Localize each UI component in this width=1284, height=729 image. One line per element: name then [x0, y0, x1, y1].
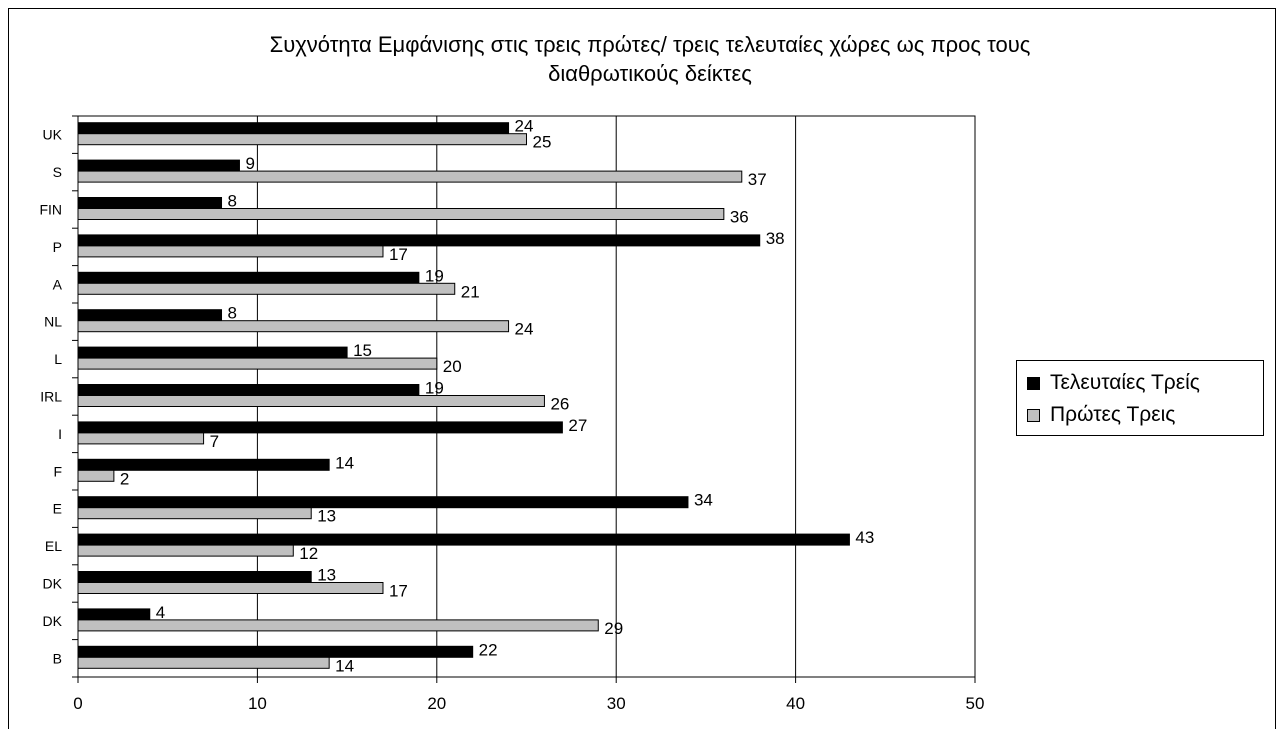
- data-label-11-series-1: 34: [694, 491, 713, 510]
- data-label-15-series-1: 22: [479, 640, 498, 659]
- bar-b-15-series-1: [77, 645, 474, 658]
- data-label-3-series-2: 36: [730, 208, 749, 227]
- data-label-12-series-2: 12: [299, 544, 318, 563]
- bar-p-4-series-2: [77, 245, 384, 258]
- y-category-label-11: E: [53, 501, 62, 517]
- data-label-1-series-2: 25: [533, 133, 552, 152]
- data-label-1-series-1: 24: [515, 117, 534, 136]
- data-label-7-series-1: 15: [353, 341, 372, 360]
- y-category-label-14: DK: [43, 613, 63, 629]
- bar-l-7-series-1: [77, 346, 348, 359]
- x-tick-label-20: 20: [427, 694, 446, 713]
- data-label-4-series-1: 38: [766, 229, 785, 248]
- x-tick-label-10: 10: [248, 694, 267, 713]
- data-label-6-series-1: 8: [228, 304, 237, 323]
- legend-swatch-series-2: [1027, 408, 1040, 422]
- bar-l-7-series-2: [77, 357, 438, 370]
- chart-title: Συχνότητα Εμφάνισης στις τρεις πρώτες/ τ…: [269, 32, 1031, 86]
- bar-el-12-series-1: [77, 533, 850, 546]
- data-label-6-series-2: 24: [515, 320, 534, 339]
- bar-fin-3-series-2: [77, 208, 725, 220]
- y-category-label-4: P: [53, 239, 62, 255]
- data-label-7-series-2: 20: [443, 357, 462, 376]
- bar-e-11-series-2: [77, 507, 312, 520]
- data-label-9-series-1: 27: [568, 416, 587, 435]
- data-label-8-series-2: 26: [550, 395, 569, 414]
- data-label-4-series-2: 17: [389, 245, 408, 264]
- y-category-label-13: DK: [43, 576, 63, 592]
- bar-dk-14-series-2: [77, 619, 599, 632]
- data-label-12-series-1: 43: [855, 528, 874, 547]
- legend-label-series-1: Τελευταίες Τρείς: [1050, 371, 1200, 394]
- data-label-13-series-2: 17: [389, 582, 408, 601]
- y-category-label-7: L: [54, 351, 62, 367]
- data-label-10-series-2: 2: [120, 469, 129, 488]
- bar-a-5-series-2: [77, 282, 456, 295]
- y-category-label-8: IRL: [40, 389, 62, 405]
- x-tick-label-30: 30: [607, 694, 626, 713]
- x-tick-label-50: 50: [966, 694, 985, 713]
- y-category-label-9: I: [58, 426, 62, 442]
- data-label-11-series-2: 13: [317, 507, 336, 526]
- y-category-label-5: A: [53, 276, 63, 292]
- bar-irl-8-series-1: [77, 384, 420, 396]
- bar-i-9-series-2: [77, 432, 205, 445]
- data-label-2-series-1: 9: [245, 154, 254, 173]
- bar-irl-8-series-2: [77, 395, 545, 407]
- data-label-13-series-1: 13: [317, 566, 336, 585]
- y-category-label-3: FIN: [39, 202, 62, 218]
- y-category-label-1: UK: [43, 127, 63, 143]
- bar-uk-1-series-1: [77, 122, 510, 135]
- data-label-9-series-2: 7: [210, 432, 219, 451]
- x-tick-label-0: 0: [73, 694, 82, 713]
- bar-s-2-series-2: [77, 170, 743, 183]
- bar-p-4-series-1: [77, 234, 761, 247]
- bar-dk-13-series-1: [77, 571, 312, 583]
- data-label-2-series-2: 37: [748, 170, 767, 189]
- data-label-5-series-2: 21: [461, 282, 480, 301]
- data-label-14-series-1: 4: [156, 603, 165, 622]
- y-category-label-15: B: [53, 650, 62, 666]
- bar-b-15-series-2: [77, 656, 330, 669]
- legend-item-series-1: Τελευταίες Τρείς: [1027, 369, 1200, 397]
- bar-s-2-series-1: [77, 159, 240, 172]
- bar-f-10-series-1: [77, 458, 330, 471]
- bar-a-5-series-1: [77, 271, 420, 284]
- bar-el-12-series-2: [77, 544, 294, 557]
- legend-label-series-2: Πρώτες Τρεις: [1050, 403, 1176, 426]
- data-label-3-series-1: 8: [228, 192, 237, 211]
- data-label-14-series-2: 29: [604, 619, 623, 638]
- bar-i-9-series-1: [77, 421, 563, 434]
- bar-nl-6-series-1: [77, 309, 223, 322]
- bar-e-11-series-1: [77, 496, 689, 509]
- bar-f-10-series-2: [77, 469, 115, 482]
- y-category-label-12: EL: [45, 538, 62, 554]
- data-label-5-series-1: 19: [425, 266, 444, 285]
- bar-uk-1-series-2: [77, 133, 527, 146]
- data-label-15-series-2: 14: [335, 656, 354, 675]
- y-category-label-2: S: [53, 164, 62, 180]
- legend: Τελευταίες Τρείς Πρώτες Τρεις: [1016, 360, 1264, 436]
- y-category-label-6: NL: [44, 314, 62, 330]
- data-label-8-series-1: 19: [425, 379, 444, 398]
- x-tick-label-40: 40: [786, 694, 805, 713]
- bar-dk-14-series-1: [77, 608, 151, 621]
- legend-item-series-2: Πρώτες Τρεις: [1027, 401, 1175, 429]
- y-category-label-10: F: [53, 463, 62, 479]
- bar-fin-3-series-1: [77, 197, 223, 209]
- legend-swatch-series-1: [1027, 376, 1040, 390]
- chart-frame: [8, 8, 1276, 729]
- bar-dk-13-series-2: [77, 582, 384, 594]
- data-label-10-series-1: 14: [335, 453, 354, 472]
- bar-nl-6-series-2: [77, 320, 510, 333]
